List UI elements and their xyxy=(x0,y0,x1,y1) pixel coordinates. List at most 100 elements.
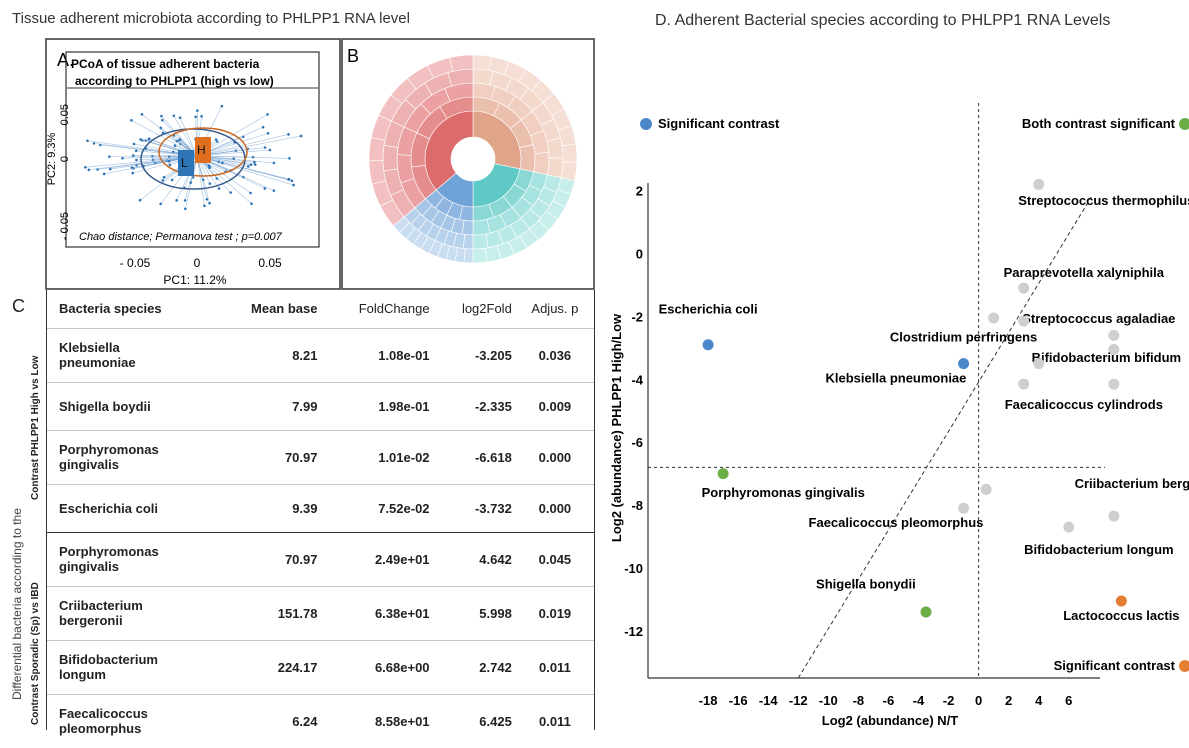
panel-a-ytick-2: 0 xyxy=(59,156,71,162)
cell-mean-base: 224.17 xyxy=(216,640,322,694)
species-name-line2: pleomorphus xyxy=(59,721,212,736)
cell-fold-change: 6.68e+00 xyxy=(322,640,434,694)
species-name-line1: Porphyromonas xyxy=(59,442,212,457)
pcoa-sample-point xyxy=(103,173,106,176)
pcoa-sample-point xyxy=(135,159,138,162)
scatter-xtick-label: -14 xyxy=(759,693,779,708)
cell-mean-base: 70.97 xyxy=(216,430,322,484)
pcoa-sample-point xyxy=(206,198,209,201)
pcoa-sample-point xyxy=(184,207,187,210)
cell-adjusted-p: 0.011 xyxy=(516,640,594,694)
scatter-point xyxy=(981,484,992,495)
pcoa-sample-point xyxy=(264,146,267,149)
scatter-xtick-label: 4 xyxy=(1035,693,1043,708)
cell-log2fold: -3.732 xyxy=(434,484,516,532)
group-low-label: L xyxy=(181,156,188,170)
scatter-point-label: Porphyromonas gingivalis xyxy=(702,485,865,500)
pcoa-sample-point xyxy=(161,119,164,122)
scatter-point xyxy=(1033,179,1044,190)
pcoa-sample-point xyxy=(208,202,211,205)
scatter-xtick-label: 6 xyxy=(1065,693,1072,708)
panel-a-box-title-1: PCoA of tissue adherent bacteria xyxy=(71,57,260,71)
pcoa-sample-point xyxy=(189,181,192,184)
pcoa-sample-point xyxy=(163,176,166,179)
scatter-point xyxy=(1018,316,1029,327)
sunburst-segment xyxy=(473,69,493,85)
cell-log2fold: 4.642 xyxy=(434,532,516,586)
sunburst-segment xyxy=(534,152,549,174)
pcoa-sample-point xyxy=(288,157,291,160)
scatter-xtick-label: -10 xyxy=(819,693,838,708)
cell-mean-base: 6.24 xyxy=(216,694,322,748)
legend-marker-orange xyxy=(1179,660,1189,672)
pcoa-sample-point xyxy=(159,203,162,206)
cell-fold-change: 1.01e-02 xyxy=(322,430,434,484)
pcoa-sample-point xyxy=(292,184,295,187)
scatter-xtick-label: -18 xyxy=(699,693,718,708)
panel-a-ytick-1: 0.05 xyxy=(59,104,71,125)
panel-a-xtick-1: - 0.05 xyxy=(120,256,151,270)
species-name-line2: bergeronii xyxy=(59,613,212,628)
species-name-line1: Faecalicoccus xyxy=(59,706,212,721)
pcoa-sample-point xyxy=(229,191,232,194)
legend-label-orange: Significant contrast xyxy=(1054,658,1176,673)
sunburst-segment xyxy=(547,158,563,178)
scatter-point xyxy=(1033,358,1044,369)
scatter-point-label: Lactococcus lactis xyxy=(1063,608,1179,623)
cell-fold-change: 1.98e-01 xyxy=(322,382,434,430)
pcoa-sample-point xyxy=(84,166,87,169)
panel-b-letter: B xyxy=(347,46,359,66)
cell-adjusted-p: 0.019 xyxy=(516,586,594,640)
scatter-point-label: Bifidobacterium bifidum xyxy=(1032,350,1182,365)
scatter-point-label: Escherichia coli xyxy=(659,301,758,316)
scatter-point xyxy=(718,468,729,479)
pcoa-sample-point xyxy=(109,168,112,171)
panel-c-letter: C xyxy=(12,296,25,317)
scatter-point xyxy=(1018,379,1029,390)
pcoa-sample-point xyxy=(176,140,179,143)
cell-log2fold: 5.998 xyxy=(434,586,516,640)
species-name-line1: Criibacterium xyxy=(59,598,212,613)
scatter-point xyxy=(1108,379,1119,390)
scatter-xtick-label: -16 xyxy=(729,693,748,708)
scatter-point xyxy=(958,358,969,369)
sunburst-segment xyxy=(547,138,563,158)
pcoa-sample-point xyxy=(196,109,199,112)
pcoa-sample-point xyxy=(250,163,253,166)
species-name-line1: Klebsiella xyxy=(59,340,212,355)
scatter-point-label: Streptococcus agaladiae xyxy=(1022,311,1175,326)
sunburst-segment xyxy=(450,55,473,71)
scatter-xlabel: Log2 (abundance) N/T xyxy=(822,713,959,728)
panel-a-xtick-2: 0 xyxy=(194,256,201,270)
species-name-line1: Escherichia coli xyxy=(59,501,212,516)
pcoa-sample-point xyxy=(147,138,150,141)
panel-d-title: D. Adherent Bacterial species according … xyxy=(655,12,1110,30)
pcoa-sample-point xyxy=(133,143,136,146)
pcoa-sample-point xyxy=(267,132,270,135)
cell-adjusted-p: 0.009 xyxy=(516,382,594,430)
sunburst-segment xyxy=(520,145,535,172)
scatter-xtick-label: -2 xyxy=(943,693,955,708)
sunburst-segment xyxy=(464,249,473,263)
pcoa-sample-point xyxy=(175,199,178,202)
cell-log2fold: -6.618 xyxy=(434,430,516,484)
sunburst-segment xyxy=(369,161,386,185)
header-log2fold: log2Fold xyxy=(434,290,516,328)
pcoa-sample-point xyxy=(194,116,197,119)
sunburst-segment xyxy=(561,162,577,181)
pcoa-sample-point xyxy=(168,160,171,163)
cell-mean-base: 9.39 xyxy=(216,484,322,532)
header-fold-change: FoldChange xyxy=(322,290,434,328)
scatter-ytick-label: -8 xyxy=(631,498,643,513)
panel-a-ylabel: PC2: 9.3% xyxy=(46,132,58,185)
pcoa-sample-point xyxy=(209,182,212,185)
scatter-ytick-label: 0 xyxy=(636,247,643,262)
cell-mean-base: 151.78 xyxy=(216,586,322,640)
pcoa-sample-point xyxy=(169,164,172,167)
